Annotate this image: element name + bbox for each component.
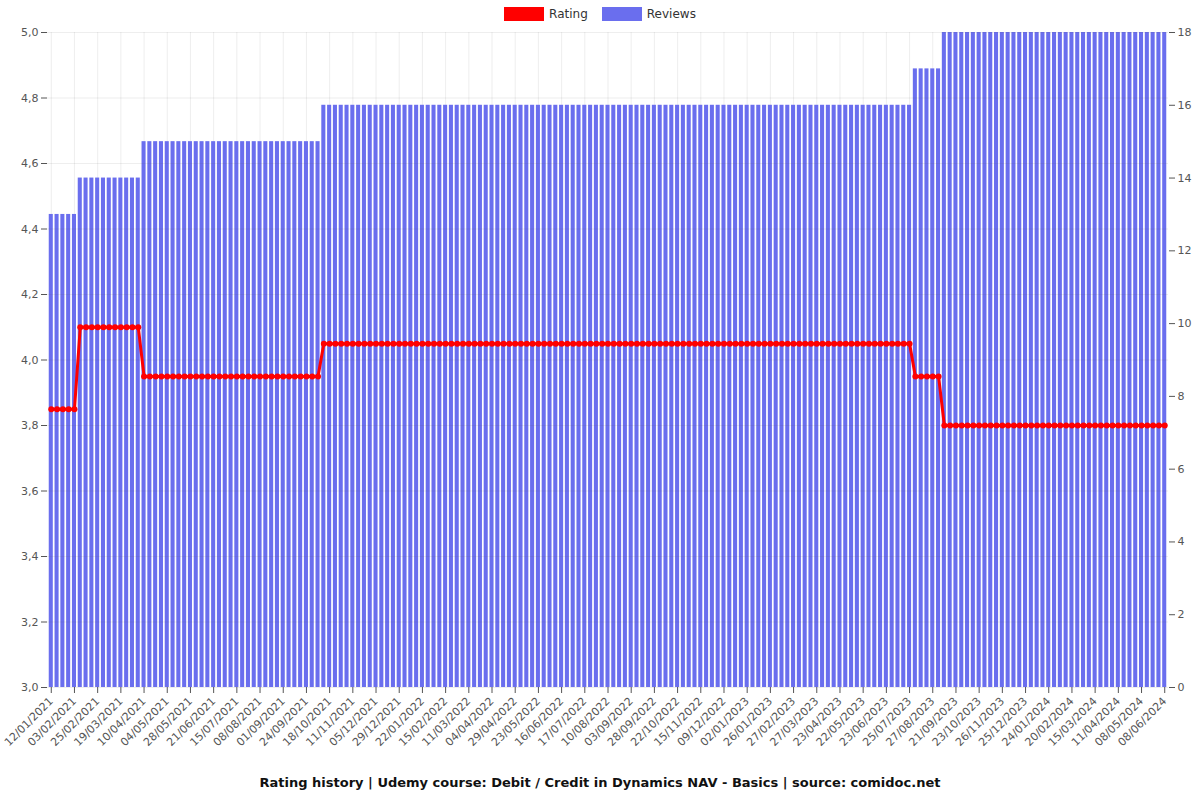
svg-text:28/09/2022: 28/09/2022: [605, 694, 659, 749]
svg-text:22/10/2022: 22/10/2022: [628, 694, 683, 749]
svg-text:3,6: 3,6: [21, 485, 39, 498]
svg-text:19/03/2021: 19/03/2021: [71, 694, 126, 749]
svg-text:10/04/2021: 10/04/2021: [94, 694, 149, 749]
svg-text:22/01/2022: 22/01/2022: [373, 694, 427, 749]
svg-text:3,8: 3,8: [21, 419, 39, 432]
svg-text:5,0: 5,0: [21, 26, 39, 39]
svg-text:2: 2: [1178, 608, 1185, 621]
svg-text:27/08/2023: 27/08/2023: [883, 694, 938, 749]
html-text:Rating history | Udemy course:: Rating history | Udemy course: Debit / C…: [259, 774, 941, 790]
svg-text:25/02/2021: 25/02/2021: [48, 694, 103, 749]
svg-text:18/10/2021: 18/10/2021: [280, 694, 335, 749]
svg-text:6: 6: [1178, 463, 1185, 476]
svg-text:23/06/2023: 23/06/2023: [836, 694, 891, 749]
svg-text:26/11/2023: 26/11/2023: [952, 694, 1007, 749]
svg-text:08/06/2024: 08/06/2024: [1115, 695, 1169, 749]
svg-text:22/05/2023: 22/05/2023: [813, 694, 868, 749]
html-text:Rating: Rating: [549, 7, 588, 21]
svg-text:4: 4: [1178, 535, 1185, 548]
svg-text:17/07/2022: 17/07/2022: [535, 694, 590, 749]
svg-text:05/12/2021: 05/12/2021: [326, 694, 381, 749]
svg-text:12/01/2021: 12/01/2021: [1, 694, 56, 749]
svg-text:18: 18: [1178, 26, 1192, 39]
svg-text:21/09/2023: 21/09/2023: [906, 694, 961, 749]
svg-text:23/10/2023: 23/10/2023: [929, 694, 984, 749]
svg-text:15/03/2024: 15/03/2024: [1045, 694, 1100, 749]
svg-text:08/08/2021: 08/08/2021: [210, 694, 265, 749]
svg-text:10: 10: [1178, 317, 1192, 330]
svg-text:03/02/2021: 03/02/2021: [25, 694, 80, 749]
svg-text:11/11/2021: 11/11/2021: [303, 694, 358, 749]
svg-text:16: 16: [1178, 99, 1192, 112]
svg-text:23/05/2022: 23/05/2022: [489, 694, 543, 749]
svg-text:15/11/2022: 15/11/2022: [651, 694, 706, 749]
svg-text:24/09/2021: 24/09/2021: [257, 694, 311, 749]
svg-text:8: 8: [1178, 390, 1185, 403]
svg-text:0: 0: [1178, 681, 1185, 694]
svg-text:09/12/2022: 09/12/2022: [674, 694, 729, 749]
svg-text:29/12/2021: 29/12/2021: [349, 694, 404, 749]
svg-text:25/07/2023: 25/07/2023: [860, 694, 915, 749]
svg-text:25/12/2023: 25/12/2023: [976, 694, 1031, 749]
svg-text:10/08/2022: 10/08/2022: [558, 694, 613, 749]
svg-text:16/06/2022: 16/06/2022: [512, 694, 567, 749]
svg-text:01/09/2021: 01/09/2021: [233, 694, 288, 749]
svg-text:4,0: 4,0: [21, 354, 39, 367]
svg-text:29/04/2022: 29/04/2022: [465, 694, 520, 749]
svg-text:3,4: 3,4: [21, 550, 39, 563]
svg-text:21/06/2021: 21/06/2021: [164, 694, 219, 749]
svg-text:4,6: 4,6: [21, 157, 39, 170]
svg-text:4,8: 4,8: [21, 92, 39, 105]
svg-text:4,2: 4,2: [21, 288, 39, 301]
svg-text:12: 12: [1178, 244, 1192, 257]
html-text:Reviews: Reviews: [646, 7, 696, 21]
svg-text:11/03/2022: 11/03/2022: [419, 694, 474, 749]
svg-text:3,0: 3,0: [21, 681, 39, 694]
svg-text:08/05/2024: 08/05/2024: [1092, 694, 1147, 749]
svg-text:15/02/2022: 15/02/2022: [396, 694, 451, 749]
svg-text:02/01/2023: 02/01/2023: [697, 694, 752, 749]
svg-text:24/01/2024: 24/01/2024: [999, 694, 1054, 749]
svg-text:26/01/2023: 26/01/2023: [721, 694, 775, 749]
svg-text:20/02/2024: 20/02/2024: [1022, 694, 1077, 749]
svg-text:27/03/2023: 27/03/2023: [767, 694, 822, 749]
svg-text:03/09/2022: 03/09/2022: [581, 694, 636, 749]
svg-text:11/04/2024: 11/04/2024: [1068, 694, 1123, 749]
svg-text:04/05/2021: 04/05/2021: [117, 694, 172, 749]
svg-text:15/07/2021: 15/07/2021: [187, 694, 242, 749]
svg-text:14: 14: [1178, 172, 1192, 185]
svg-text:28/05/2021: 28/05/2021: [141, 694, 196, 749]
svg-text:04/04/2022: 04/04/2022: [442, 694, 497, 749]
svg-text:3,2: 3,2: [21, 616, 39, 629]
svg-text:27/02/2023: 27/02/2023: [744, 694, 799, 749]
svg-text:23/04/2023: 23/04/2023: [790, 694, 845, 749]
svg-text:4,4: 4,4: [21, 223, 39, 236]
